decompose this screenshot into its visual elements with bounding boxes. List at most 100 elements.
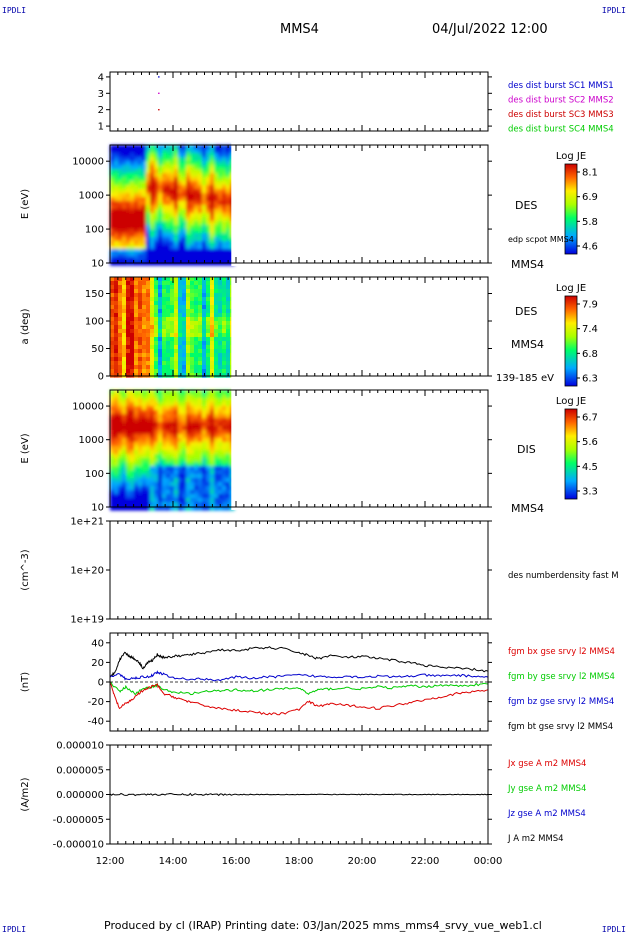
legend-current-1: Jy gse A m2 MMS4 bbox=[507, 784, 586, 794]
colorbar-dis_energy bbox=[564, 408, 578, 500]
legend-current-0: Jx gse A m2 MMS4 bbox=[507, 759, 586, 769]
time-tick-label-4: 20:00 bbox=[348, 856, 377, 867]
legend-current-2: Jz gse A m2 MMS4 bbox=[507, 809, 586, 819]
ytick-label-6-2: 0.000000 bbox=[56, 790, 104, 801]
colorbar-tick-des_energy-1: 6.9 bbox=[582, 192, 598, 203]
ytick-label-4-0: 1e+19 bbox=[70, 615, 104, 626]
ylabel-5: (nT) bbox=[20, 672, 31, 692]
colorbar-des_pitch bbox=[564, 295, 578, 387]
ytick-label-5-3: 20 bbox=[91, 658, 104, 669]
ytick-label-5-2: 0 bbox=[98, 678, 104, 689]
des-pitch-sc-label: MMS4 bbox=[511, 338, 544, 351]
time-tick-label-0: 12:00 bbox=[96, 856, 125, 867]
ytick-label-1-1: 100 bbox=[85, 225, 104, 236]
legend-bfield-2: fgm bz gse srvy l2 MMS4 bbox=[508, 697, 614, 707]
dis-energy-sc-label: MMS4 bbox=[511, 502, 544, 515]
ytick-label-5-4: 40 bbox=[91, 638, 104, 649]
ylabel-2: a (deg) bbox=[20, 308, 31, 344]
colorbar-tick-dis_energy-0: 6.7 bbox=[582, 413, 598, 424]
legend-sc-0: des dist burst SC1 MMS1 bbox=[508, 81, 614, 91]
legend-sc-2: des dist burst SC3 MMS3 bbox=[508, 110, 614, 120]
corner-label-bottom-left: IPDLI bbox=[2, 925, 27, 934]
des_energy-heatmap bbox=[110, 145, 235, 266]
colorbar-tick-des_pitch-0: 7.9 bbox=[582, 300, 598, 311]
time-tick-label-1: 14:00 bbox=[159, 856, 188, 867]
time-tick-label-2: 16:00 bbox=[222, 856, 251, 867]
ytick-label-2-2: 100 bbox=[85, 317, 104, 328]
ytick-label-4-1: 1e+20 bbox=[70, 566, 104, 577]
ytick-label-6-0: 0.000010 bbox=[56, 741, 104, 752]
time-tick-label-6: 00:00 bbox=[474, 856, 503, 867]
bfield-line-by bbox=[109, 681, 489, 696]
ytick-label-3-0: 10 bbox=[91, 503, 104, 514]
legend-bfield-1: fgm by gse srvy l2 MMS4 bbox=[508, 672, 615, 682]
ylabel-3: E (eV) bbox=[20, 433, 31, 463]
des-energy-label: DES bbox=[515, 199, 537, 212]
ylabel-4: (cm^-3) bbox=[20, 549, 31, 590]
corner-label-bottom-right: IPDLI bbox=[601, 925, 626, 934]
time-tick-label-3: 18:00 bbox=[285, 856, 314, 867]
colorbar-title-des_pitch: Log JE bbox=[556, 283, 586, 294]
bfield-line-bz bbox=[109, 670, 489, 682]
colorbar-tick-des_energy-3: 4.6 bbox=[582, 242, 598, 253]
ytick-label-2-0: 0 bbox=[98, 372, 104, 383]
legend-bfield-0: fgm bx gse srvy l2 MMS4 bbox=[508, 647, 615, 657]
corner-label-top-right: IPDLI bbox=[601, 6, 626, 15]
ytick-label-1-3: 10000 bbox=[72, 157, 104, 168]
ytick-label-6-4: -0.000010 bbox=[53, 840, 104, 851]
des-energy-sc-label: MMS4 bbox=[511, 258, 544, 271]
sc-marker-2 bbox=[158, 108, 160, 111]
date-title: 04/Jul/2022 12:00 bbox=[432, 22, 548, 37]
ytick-label-2-3: 150 bbox=[85, 289, 104, 300]
sc-marker-1 bbox=[158, 92, 160, 95]
colorbar-tick-des_energy-2: 5.8 bbox=[582, 217, 598, 228]
colorbar-title-dis_energy: Log JE bbox=[556, 396, 586, 407]
ytick-label-0-3: 4 bbox=[98, 72, 104, 83]
corner-label-top-left: IPDLI bbox=[2, 6, 27, 15]
ytick-label-0-2: 3 bbox=[98, 89, 104, 100]
ytick-label-3-1: 100 bbox=[85, 469, 104, 480]
ytick-label-5-1: -20 bbox=[88, 697, 104, 708]
sc-marker-0 bbox=[158, 76, 160, 78]
des-pitch-label: DES bbox=[515, 305, 537, 318]
colorbar-tick-dis_energy-1: 5.6 bbox=[582, 437, 598, 448]
ytick-label-1-0: 10 bbox=[91, 259, 104, 270]
colorbar-title-des_energy: Log JE bbox=[556, 151, 586, 162]
ytick-label-3-2: 1000 bbox=[79, 435, 104, 446]
colorbar-tick-dis_energy-2: 4.5 bbox=[582, 462, 598, 473]
legend-current-3: J A m2 MMS4 bbox=[507, 834, 564, 844]
ytick-label-5-0: -40 bbox=[88, 717, 104, 728]
ytick-label-2-1: 50 bbox=[91, 344, 104, 355]
footer-credits: Produced by cl (IRAP) Printing date: 03/… bbox=[104, 919, 542, 932]
colorbar-des_energy bbox=[564, 163, 578, 255]
ytick-label-0-1: 2 bbox=[98, 105, 104, 116]
pitch-energy-range: 139-185 eV bbox=[496, 373, 554, 384]
current-line-j bbox=[109, 792, 489, 797]
legend-density-0: des numberdensity fast M bbox=[508, 571, 619, 581]
legend-bfield-3: fgm bt gse srvy l2 MMS4 bbox=[508, 722, 613, 732]
legend-sc-3: des dist burst SC4 MMS4 bbox=[508, 125, 614, 135]
ytick-label-6-1: 0.000005 bbox=[56, 765, 104, 776]
colorbar-tick-des_pitch-2: 6.8 bbox=[582, 349, 598, 360]
bfield-line-bt bbox=[109, 646, 489, 677]
dis_energy-heatmap bbox=[110, 390, 235, 511]
colorbar-tick-dis_energy-3: 3.3 bbox=[582, 487, 598, 498]
colorbar-tick-des_pitch-1: 7.4 bbox=[582, 324, 598, 335]
time-tick-label-5: 22:00 bbox=[411, 856, 440, 867]
panel-frame-4 bbox=[109, 520, 489, 620]
ylabel-6: (A/m2) bbox=[20, 777, 31, 811]
ytick-label-1-2: 1000 bbox=[79, 191, 104, 202]
colorbar-tick-des_energy-0: 8.1 bbox=[582, 168, 598, 179]
scpot-label: edp scpot MMS4 bbox=[508, 235, 574, 244]
ytick-label-3-3: 10000 bbox=[72, 402, 104, 413]
ytick-label-6-3: -0.000005 bbox=[53, 815, 104, 826]
bfield-line-bx bbox=[109, 681, 489, 716]
ytick-label-4-2: 1e+21 bbox=[70, 517, 104, 528]
ytick-label-0-0: 1 bbox=[98, 122, 104, 133]
dis-energy-label: DIS bbox=[517, 443, 536, 456]
spacecraft-title: MMS4 bbox=[280, 22, 319, 37]
legend-sc-1: des dist burst SC2 MMS2 bbox=[508, 96, 614, 106]
ylabel-1: E (eV) bbox=[20, 189, 31, 219]
des_pitch-heatmap bbox=[110, 277, 235, 378]
